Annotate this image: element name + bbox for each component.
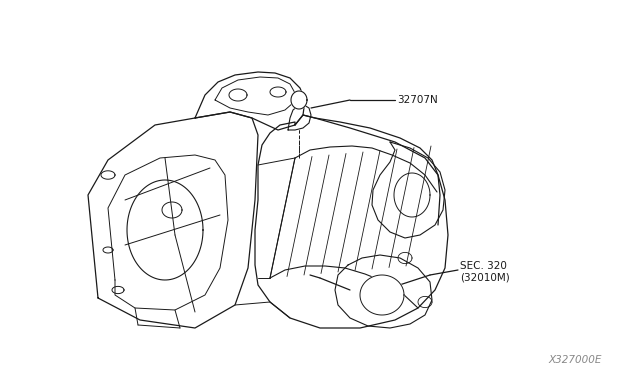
Polygon shape [360, 275, 404, 315]
Text: SEC. 320: SEC. 320 [460, 261, 507, 271]
Text: 32707N: 32707N [397, 95, 438, 105]
Polygon shape [291, 91, 307, 109]
Polygon shape [229, 89, 247, 101]
Text: (32010M): (32010M) [460, 273, 509, 283]
Polygon shape [270, 87, 286, 97]
Text: X327000E: X327000E [548, 355, 602, 365]
